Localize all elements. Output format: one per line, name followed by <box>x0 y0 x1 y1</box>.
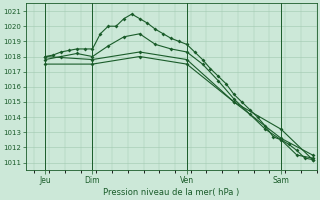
X-axis label: Pression niveau de la mer( hPa ): Pression niveau de la mer( hPa ) <box>103 188 239 197</box>
